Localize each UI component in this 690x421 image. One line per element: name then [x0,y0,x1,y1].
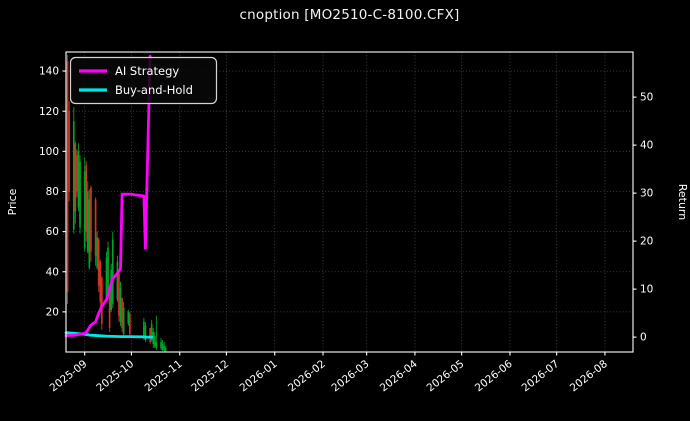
candle-body [144,325,147,340]
candle-body [161,343,164,350]
legend-label-1: Buy-and-Hold [115,83,193,97]
grid-lines [66,52,633,352]
candle-body [119,287,122,322]
candle-body [122,307,125,334]
price-axis-label: Price [6,188,19,215]
x-axis: 2025-09 2025-10 2025-11 2025-12 2026-01 2026-… [48,352,610,394]
candle-body [110,269,113,310]
x-tick-label: 2025-10 [94,358,136,394]
candle-body [163,345,165,350]
return-tick-label: 50 [640,92,653,104]
price-tick-label: 20 [46,306,59,318]
return-tick-label: 0 [640,332,647,344]
return-tick-label: 40 [640,140,653,152]
candle-body [155,341,158,348]
return-tick-label: 20 [640,236,653,248]
candle-body [143,321,145,338]
candle-body [108,291,111,328]
candle-body [116,261,119,300]
legend: AI Strategy Buy-and-Hold [69,56,218,105]
candle-body [153,335,156,346]
candlestick-series [66,55,167,352]
candle-body [76,155,78,192]
x-tick-label: 2026-07 [520,358,562,394]
return-axis-label: Return [676,184,689,221]
price-tick-label: 100 [39,146,59,158]
x-tick-label: 2025-11 [143,358,185,394]
candle-body [97,239,100,286]
candle-body [129,313,131,334]
candle-body [127,311,130,324]
legend-box [69,56,218,105]
candle-body [83,171,86,248]
candle-body [85,165,88,232]
y-axis-left: 20 40 60 80 100 120 140 Price [6,66,66,318]
x-tick-label: 2026-02 [286,358,328,394]
x-tick-label: 2026-04 [378,358,420,395]
x-tick-label: 2026-01 [238,358,280,394]
ai-strategy-line [64,54,152,338]
price-tick-label: 140 [39,66,59,78]
x-tick-label: 2026-08 [568,358,610,394]
x-tick-label: 2025-12 [189,358,231,394]
candle-body [118,273,120,316]
candle-body [150,323,153,340]
chart-title: cnoption [MO2510-C-8100.CFX] [239,7,460,23]
candle-body [90,187,92,252]
candle-body [111,239,114,304]
candle-body [107,247,109,294]
candle-body [66,61,69,292]
candle-body [164,347,167,351]
candle-body [79,161,81,228]
candle-body [152,331,155,344]
candle-body [105,257,108,300]
return-tick-label: 10 [640,284,653,296]
x-tick-label: 2025-09 [48,358,90,394]
x-tick-label: 2026-03 [330,358,372,394]
plot-border [65,51,634,353]
return-tick-label: 30 [640,188,653,200]
candle-body [96,237,99,268]
x-tick-label: 2026-06 [473,358,515,395]
x-tick-label: 2026-05 [425,358,467,394]
price-tick-label: 120 [39,106,59,118]
candle-body [88,199,91,268]
price-tick-label: 60 [46,226,59,238]
candle-body [160,341,162,348]
candle-body [72,121,75,230]
candle-body [149,327,151,342]
candle-body [100,277,103,324]
price-tick-label: 80 [46,186,59,198]
candle-body [94,199,97,256]
candle-body [68,111,70,192]
candle-body [121,297,123,328]
y-axis-right: 0 10 20 30 40 50 Return [633,92,689,344]
price-tick-label: 40 [46,266,59,278]
candle-body [77,151,80,208]
candle-body [86,191,89,252]
buy-and-hold-line [64,331,154,339]
legend-label-0: AI Strategy [115,64,179,78]
candle-body [74,143,77,212]
candle-body [99,261,102,302]
